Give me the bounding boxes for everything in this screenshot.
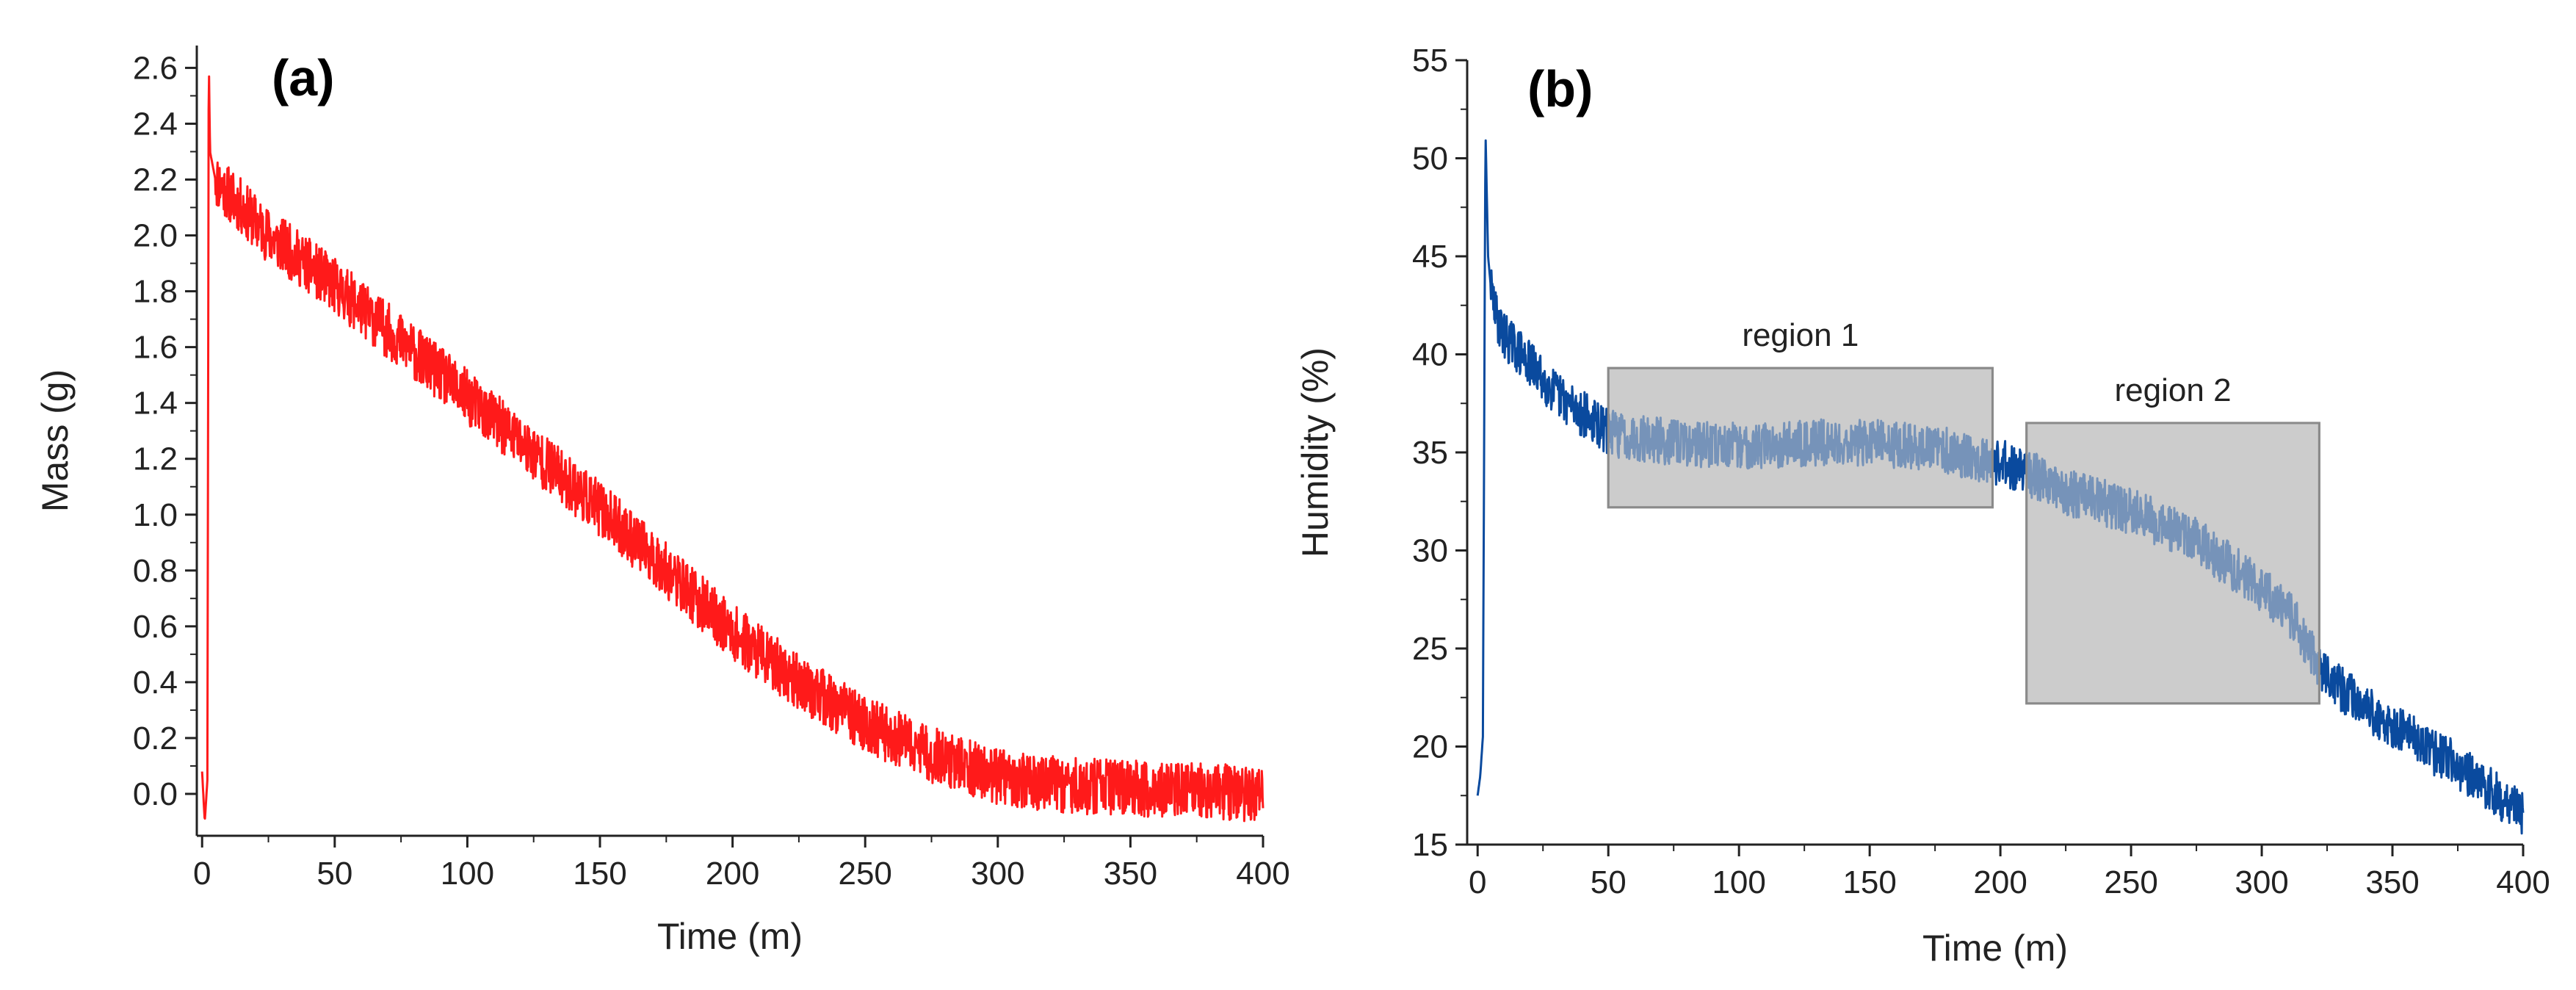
y-tick-label: 15 bbox=[1412, 827, 1448, 863]
x-axis-title: Time (m) bbox=[657, 916, 803, 957]
x-tick-label: 350 bbox=[2365, 864, 2419, 900]
y-tick-label: 2.4 bbox=[133, 106, 178, 142]
x-tick-label: 100 bbox=[1712, 864, 1765, 900]
series-line-mass bbox=[200, 75, 1265, 823]
y-tick-label: 2.2 bbox=[133, 162, 178, 198]
region-2-label: region 2 bbox=[2115, 372, 2232, 408]
x-tick-label: 150 bbox=[573, 856, 626, 892]
y-tick-label: 45 bbox=[1412, 239, 1448, 275]
y-tick-label: 1.8 bbox=[133, 274, 178, 310]
panel-label: (a) bbox=[272, 49, 335, 106]
y-tick-label: 0.4 bbox=[133, 665, 178, 701]
x-tick-label: 50 bbox=[1591, 864, 1627, 900]
x-tick-label: 50 bbox=[316, 856, 352, 892]
y-tick-label: 1.4 bbox=[133, 386, 178, 422]
x-tick-label: 200 bbox=[1973, 864, 2027, 900]
y-tick-label: 25 bbox=[1412, 631, 1448, 667]
y-tick-label: 0.8 bbox=[133, 553, 178, 589]
panel-label: (b) bbox=[1527, 60, 1593, 118]
x-tick-label: 250 bbox=[2104, 864, 2157, 900]
y-tick-label: 2.6 bbox=[133, 50, 178, 86]
x-tick-label: 400 bbox=[1236, 856, 1289, 892]
region-2-overlay bbox=[2025, 422, 2320, 705]
chart-panel-a: 0 50 100 150 200 250 300 350 400 0.0 0.2 0.4 0.6 0.8 1… bbox=[35, 46, 1290, 957]
region-1-label: region 1 bbox=[1742, 317, 1859, 353]
y-tick-label: 0.0 bbox=[133, 776, 178, 812]
x-tick-label: 0 bbox=[193, 856, 211, 892]
y-tick-label: 0.2 bbox=[133, 720, 178, 756]
y-tick-label: 1.2 bbox=[133, 441, 178, 477]
y-tick-label: 1.6 bbox=[133, 330, 178, 366]
x-tick-label: 250 bbox=[838, 856, 891, 892]
y-tick-label: 40 bbox=[1412, 337, 1448, 373]
y-axis-title: Mass (g) bbox=[35, 369, 76, 512]
x-tick-label: 300 bbox=[971, 856, 1024, 892]
y-tick-label: 1.0 bbox=[133, 497, 178, 533]
x-tick-label: 350 bbox=[1104, 856, 1157, 892]
x-tick-label: 150 bbox=[1842, 864, 1896, 900]
y-tick-label: 55 bbox=[1412, 43, 1448, 79]
x-tick-label: 100 bbox=[441, 856, 494, 892]
y-tick-label: 20 bbox=[1412, 729, 1448, 765]
y-tick-label: 0.6 bbox=[133, 609, 178, 645]
y-tick-label: 50 bbox=[1412, 141, 1448, 177]
x-axis-title: Time (m) bbox=[1922, 928, 2068, 969]
x-tick-label: 400 bbox=[2496, 864, 2550, 900]
y-tick-label: 2.0 bbox=[133, 218, 178, 254]
x-tick-label: 0 bbox=[1469, 864, 1486, 900]
region-1-overlay bbox=[1607, 366, 1994, 509]
y-tick-label: 35 bbox=[1412, 435, 1448, 471]
x-tick-label: 200 bbox=[706, 856, 759, 892]
chart-panel-b: region 1 region 2 0 50 100 150 200 250 300 350 400… bbox=[1295, 43, 2550, 969]
y-tick-label: 30 bbox=[1412, 533, 1448, 569]
y-axis-title: Humidity (%) bbox=[1295, 347, 1336, 557]
x-tick-label: 300 bbox=[2235, 864, 2288, 900]
